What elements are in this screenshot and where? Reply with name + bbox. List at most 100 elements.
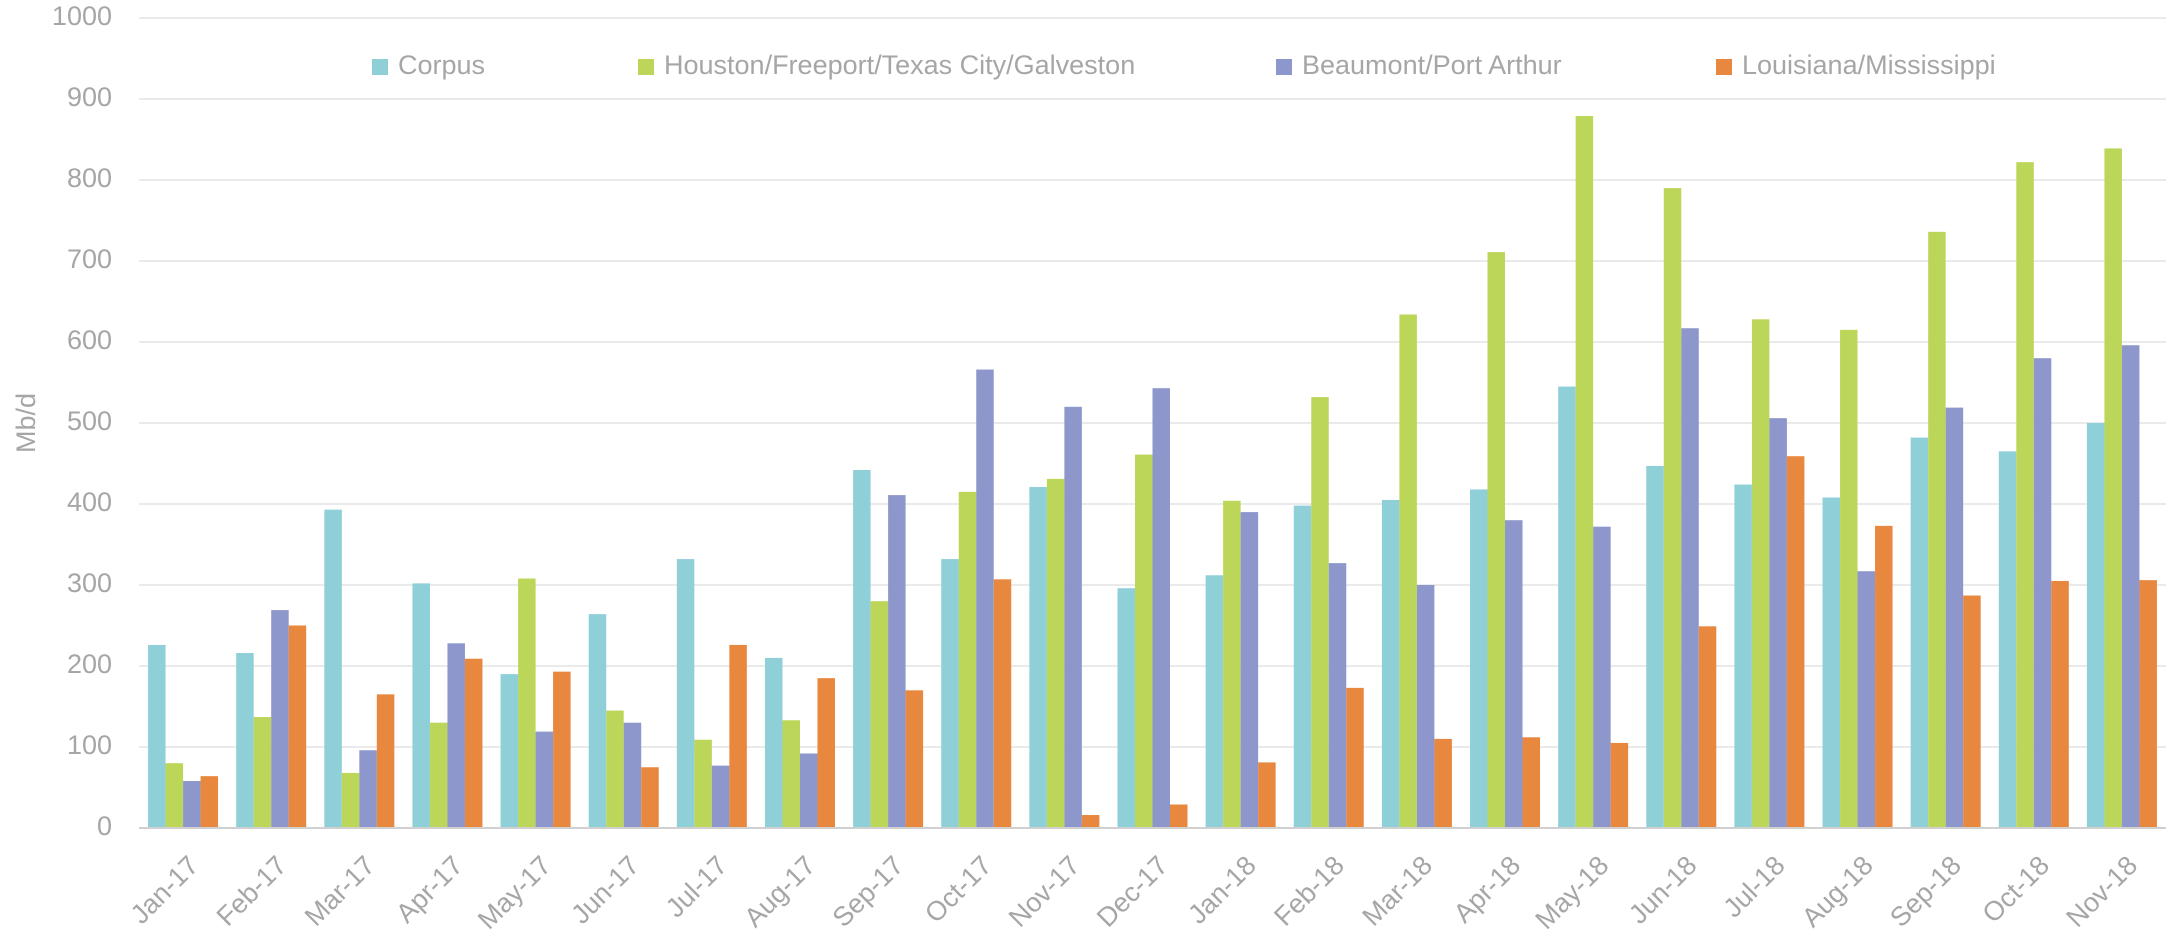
bar: [1470, 489, 1488, 828]
x-tick-label: Jul-18: [1717, 850, 1790, 923]
bar: [1610, 742, 1629, 828]
bar: [1663, 188, 1682, 829]
y-tick-label: 200: [67, 649, 112, 679]
bar: [1822, 497, 1841, 828]
bar: [958, 491, 977, 828]
bar: [324, 509, 342, 828]
x-tick-label: Dec-17: [1091, 850, 1174, 932]
bar: [236, 653, 254, 828]
x-tick-label: Apr-18: [1448, 850, 1527, 929]
x-tick-label: Nov-17: [1003, 850, 1086, 932]
bar: [782, 720, 800, 828]
bar: [1945, 407, 1964, 828]
bar: [694, 739, 712, 828]
x-tick-label: Jun-17: [565, 850, 645, 930]
legend-label: Corpus: [398, 50, 485, 80]
bar: [2139, 580, 2157, 828]
bar: [500, 674, 519, 828]
x-tick-label: Feb-18: [1268, 850, 1350, 932]
bar: [1399, 314, 1417, 829]
bar: [1152, 388, 1170, 828]
bar: [1769, 418, 1787, 828]
bar: [1170, 804, 1188, 828]
bar: [253, 717, 272, 828]
bar: [1505, 520, 1523, 828]
bar: [183, 781, 201, 828]
x-tick-label: Apr-17: [390, 850, 469, 929]
bar: [1910, 437, 1929, 828]
bar: [1223, 500, 1241, 828]
bar: [817, 678, 835, 828]
bar: [1646, 465, 1664, 828]
bar: [1240, 512, 1259, 828]
bar: [2016, 162, 2034, 828]
bar: [1064, 406, 1082, 828]
bar: [165, 763, 184, 828]
bar: [288, 625, 307, 828]
bar: [359, 750, 377, 828]
bar: [588, 614, 607, 828]
bar: [518, 578, 536, 828]
bar: [1346, 687, 1364, 828]
bar: [1998, 451, 2017, 828]
y-tick-label: 500: [67, 406, 112, 436]
bar: [1081, 815, 1100, 828]
bar: [1487, 252, 1506, 829]
bar: [711, 765, 730, 828]
x-tick-label: Aug-17: [738, 850, 821, 932]
x-tick-label: Sep-17: [827, 850, 910, 932]
y-tick-label: 1000: [52, 1, 112, 31]
bar: [1205, 575, 1224, 828]
x-tick-label: Mar-17: [299, 850, 381, 932]
x-tick-label: May-17: [472, 850, 557, 932]
legend-swatch: [1716, 59, 1732, 75]
y-tick-label: 300: [67, 568, 112, 598]
bar: [1928, 231, 1946, 829]
bar: [447, 643, 465, 828]
y-axis-label: Mb/d: [11, 393, 41, 453]
bar: [1328, 563, 1347, 828]
x-tick-label: Sep-18: [1884, 850, 1967, 932]
bar: [2121, 345, 2140, 828]
bar: [1734, 484, 1752, 828]
bar: [1963, 595, 1981, 828]
bar: [1416, 585, 1435, 828]
legend-label: Beaumont/Port Arthur: [1302, 50, 1562, 80]
legend-swatch: [1276, 59, 1292, 75]
bar: [553, 671, 571, 828]
bar: [1681, 328, 1699, 828]
bar: [148, 644, 166, 828]
y-tick-label: 800: [67, 163, 112, 193]
bar: [2033, 358, 2052, 828]
bar: [1840, 329, 1858, 828]
x-tick-label: Jun-18: [1623, 850, 1703, 930]
bar: [271, 610, 289, 828]
bar: [464, 658, 483, 828]
x-tick-label: Jul-17: [660, 850, 733, 923]
bar: [1311, 397, 1329, 828]
bar: [1258, 762, 1276, 828]
bar: [1522, 737, 1541, 828]
x-tick-label: Jan-17: [125, 850, 205, 930]
bar: [2051, 580, 2069, 828]
bar: [1698, 626, 1717, 828]
x-tick-label: Oct-17: [919, 850, 998, 929]
bar: [1575, 116, 1594, 828]
bar: [412, 583, 430, 828]
bar: [623, 722, 642, 828]
bar: [376, 694, 395, 828]
x-tick-label: Oct-18: [1977, 850, 2056, 929]
bar: [888, 495, 906, 828]
bar: [1751, 319, 1770, 828]
bar: [993, 579, 1012, 828]
bar: [2086, 423, 2105, 828]
bar: [764, 657, 783, 828]
bar: [641, 767, 659, 828]
bar: [1875, 525, 1893, 828]
bar: [1786, 456, 1805, 828]
legend-label: Houston/Freeport/Texas City/Galveston: [664, 50, 1135, 80]
x-tick-label: Feb-17: [211, 850, 293, 932]
bar: [606, 710, 624, 828]
bar: [1381, 499, 1400, 828]
bar: [941, 559, 959, 828]
